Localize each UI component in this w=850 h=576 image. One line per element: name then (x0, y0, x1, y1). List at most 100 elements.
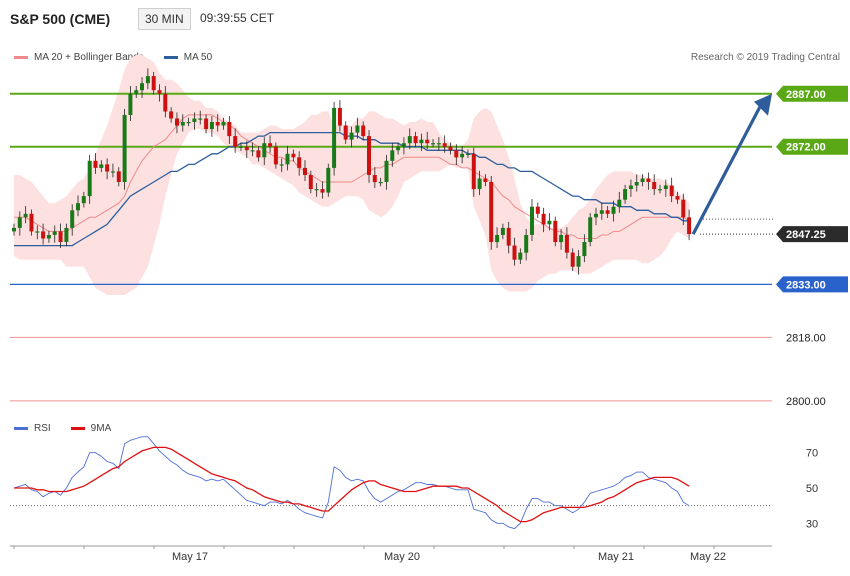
candle (23, 206, 28, 224)
candle (599, 202, 604, 220)
candle (535, 202, 540, 219)
candle-body (559, 235, 564, 243)
candle (594, 207, 598, 226)
candle (477, 170, 482, 196)
candle-body (58, 231, 63, 242)
candle-body (308, 175, 313, 190)
candle-body (64, 227, 69, 242)
candle (576, 250, 581, 275)
candlesticks (12, 68, 692, 275)
candle (279, 158, 284, 173)
candle (500, 223, 505, 240)
price-levels (10, 92, 775, 402)
candle-body (23, 213, 28, 218)
candle (634, 174, 639, 192)
legend-bollinger: MA 20 + Bollinger Bands (14, 52, 144, 63)
candle-body (436, 143, 441, 145)
candle-body (221, 122, 226, 126)
candle-body (105, 164, 110, 172)
candle (169, 107, 174, 123)
candle (29, 209, 34, 236)
candle-body (460, 153, 465, 158)
candle-body (46, 235, 51, 239)
candle (361, 121, 366, 141)
candle-body (87, 160, 92, 197)
level-label: 2800.00 (786, 396, 826, 408)
candle (332, 101, 337, 176)
candle (116, 167, 121, 187)
candle-body (157, 90, 162, 94)
candle (628, 179, 633, 197)
candle-body (349, 132, 354, 140)
candle (70, 204, 75, 236)
candle (297, 151, 302, 176)
instrument-title: S&P 500 (CME) (10, 11, 111, 27)
candle-body (471, 153, 476, 190)
candle (367, 130, 371, 183)
candle-body (541, 213, 546, 225)
timeframe-selector[interactable]: 30 MIN (138, 8, 191, 30)
rsi-tick-label: 50 (806, 483, 818, 495)
bollinger-band-fill (14, 54, 690, 296)
candle (466, 149, 470, 159)
candle (390, 142, 395, 167)
candle-body (355, 125, 360, 133)
legend-9ma-label: 9MA (90, 423, 112, 434)
candle (541, 207, 546, 233)
candle (512, 237, 517, 266)
candle-body (518, 252, 523, 260)
candle-body (29, 213, 34, 232)
candle (378, 177, 383, 187)
candle (145, 68, 150, 90)
ma50-swatch-icon (163, 56, 178, 59)
candle-body (297, 157, 302, 168)
candle (355, 117, 360, 139)
candle (669, 177, 674, 203)
candle-body (454, 150, 459, 158)
price-legend: MA 20 + Bollinger Bands MA 50 (14, 52, 232, 63)
candle (198, 110, 203, 125)
candle-body (605, 210, 610, 214)
candle-body (634, 182, 639, 186)
candle-body (35, 231, 40, 233)
candle (58, 223, 63, 249)
rsi-swatch-icon (14, 427, 28, 430)
candle-body (564, 235, 569, 253)
candle (658, 184, 662, 194)
candle (652, 174, 657, 196)
target-arrow-shaft (691, 106, 762, 235)
candle-body (623, 189, 628, 200)
candle (384, 154, 389, 190)
candle-body (477, 178, 482, 190)
candle (122, 108, 127, 190)
clock-readout: 09:39:55 CET (200, 11, 275, 25)
candle-body (658, 189, 662, 191)
candle (52, 225, 57, 243)
candle-body (483, 178, 488, 182)
level-label-tag (776, 85, 848, 102)
candle-body (535, 206, 540, 214)
rsi-tick-label: 30 (806, 518, 818, 530)
candle (495, 227, 500, 249)
candle-body (431, 143, 435, 145)
rsi-ma-line (14, 446, 690, 523)
level-label-tag (776, 226, 848, 243)
candle-body (116, 171, 121, 182)
candle-body (396, 146, 401, 151)
candle-body (343, 125, 348, 140)
candle (588, 213, 593, 247)
candle (623, 184, 628, 204)
time-axis-label: May 17 (172, 551, 208, 563)
legend-ma50: MA 50 (163, 52, 212, 63)
candle-body (70, 210, 75, 228)
candle (617, 191, 622, 213)
candle-body (175, 118, 179, 126)
candle (407, 128, 412, 150)
candle-body (93, 160, 98, 168)
rsi-panel: 70 50 30 (10, 436, 818, 530)
candle-body (413, 136, 418, 144)
candle-body (378, 182, 383, 184)
candle (471, 147, 476, 197)
time-axis-label: May 20 (384, 551, 420, 563)
